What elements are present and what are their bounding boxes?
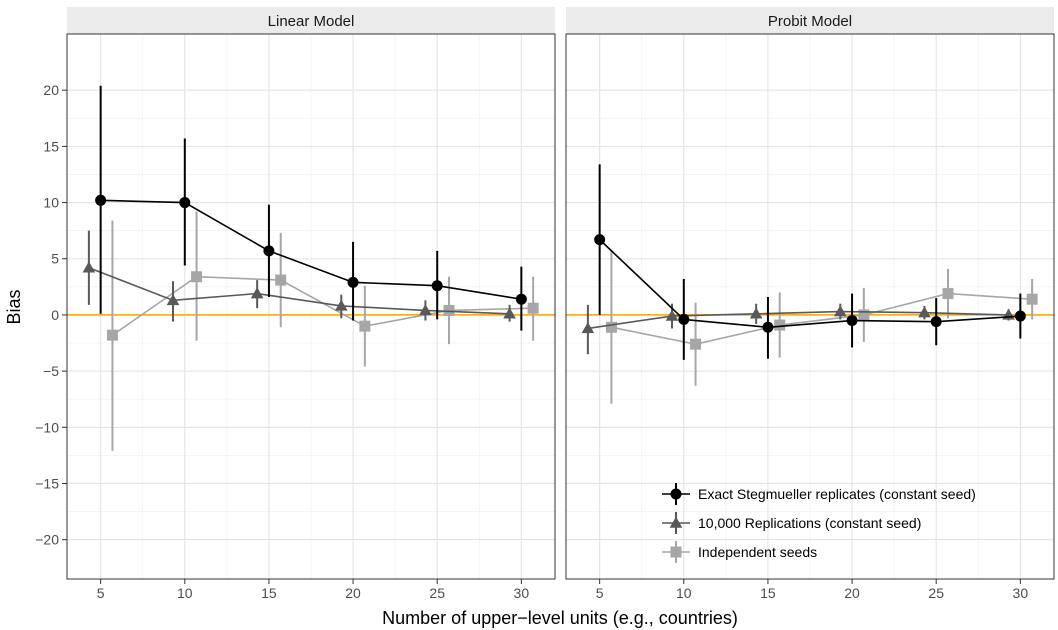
y-tick-label: −20 <box>35 532 59 548</box>
data-point <box>106 329 118 341</box>
data-point <box>179 197 191 209</box>
legend-key-marker <box>669 516 683 528</box>
data-point <box>665 309 679 321</box>
x-tick-label: 30 <box>1013 585 1029 601</box>
x-tick-label: 25 <box>429 585 445 601</box>
data-point <box>1026 293 1038 305</box>
series-independent-seeds <box>605 249 1038 404</box>
panel-linear-model: Linear Model 5 10 15 20 25 30 <box>66 7 556 601</box>
data-point <box>443 304 455 316</box>
series-exact-replicates <box>594 164 1026 360</box>
series-exact-replicates <box>95 85 527 331</box>
legend-label: Independent seeds <box>698 544 817 560</box>
data-point <box>858 309 870 321</box>
data-point <box>918 306 931 318</box>
y-tick-label: 5 <box>51 251 59 267</box>
series-line <box>587 310 1009 330</box>
series-line <box>611 292 1033 345</box>
data-point <box>334 299 348 311</box>
data-point <box>431 280 443 292</box>
legend-item: Independent seeds <box>662 541 817 563</box>
y-tick-label: 0 <box>51 307 59 323</box>
y-axis-ticks: 20 15 10 5 0 −5 −10 −15 −20 <box>35 82 67 548</box>
data-point <box>942 288 954 300</box>
data-point <box>1014 310 1026 322</box>
data-point <box>515 293 527 305</box>
y-tick-label: 15 <box>43 138 59 154</box>
series-independent-seeds <box>106 211 539 451</box>
x-axis-ticks: 5 10 15 20 25 30 <box>596 579 1029 601</box>
data-point <box>359 320 371 332</box>
data-point <box>347 276 359 288</box>
legend-item: Exact Stegmueller replicates (constant s… <box>662 483 976 505</box>
data-point <box>846 315 858 327</box>
grid-lines <box>67 34 555 579</box>
legend: Exact Stegmueller replicates (constant s… <box>662 483 976 563</box>
data-point <box>678 313 690 325</box>
data-point <box>166 293 180 306</box>
x-tick-label: 25 <box>928 585 944 601</box>
data-point <box>605 321 617 333</box>
x-axis-ticks: 5 10 15 20 25 30 <box>97 579 530 601</box>
y-tick-label: −15 <box>35 475 59 491</box>
data-point <box>82 261 96 273</box>
x-tick-label: 15 <box>760 585 776 601</box>
panel-border <box>565 33 1055 580</box>
y-tick-label: 20 <box>43 82 59 98</box>
x-tick-label: 20 <box>844 585 860 601</box>
data-point <box>581 322 595 334</box>
legend-key-marker <box>670 546 682 558</box>
y-tick-label: −5 <box>43 363 59 379</box>
data-point <box>930 316 942 328</box>
x-tick-label: 30 <box>514 585 530 601</box>
data-point <box>419 304 432 316</box>
x-tick-label: 5 <box>97 585 105 601</box>
y-tick-label: 10 <box>43 195 59 211</box>
data-point <box>503 307 516 319</box>
series-line <box>599 239 1021 329</box>
series-line <box>88 266 510 315</box>
legend-label: 10,000 Replications (constant seed) <box>698 515 921 531</box>
data-series <box>82 85 539 451</box>
strip-title: Linear Model <box>268 13 355 30</box>
panel-probit-model: Probit Model 5 10 15 20 25 30 <box>565 7 1055 601</box>
data-point <box>527 302 539 314</box>
data-point <box>762 321 774 333</box>
y-tick-label: −10 <box>35 419 59 435</box>
data-point <box>95 194 107 206</box>
strip-background <box>566 7 1054 34</box>
strip-title: Probit Model <box>768 13 852 30</box>
data-point <box>263 245 275 257</box>
data-point <box>594 234 606 246</box>
data-point <box>749 307 763 319</box>
data-point <box>833 305 847 317</box>
data-point <box>275 274 287 286</box>
series-constant-seed-10000 <box>82 230 516 322</box>
data-point <box>690 338 702 350</box>
x-tick-label: 10 <box>177 585 193 601</box>
x-axis-title: Number of upper−level units (e.g., count… <box>382 608 738 628</box>
x-tick-label: 5 <box>596 585 604 601</box>
y-axis-title: Bias <box>4 289 24 324</box>
data-point <box>191 271 203 283</box>
data-series <box>581 164 1038 404</box>
panel-border <box>66 33 556 580</box>
data-point <box>250 287 264 299</box>
legend-key-marker <box>670 488 682 500</box>
strip-background <box>67 7 555 34</box>
legend-item: 10,000 Replications (constant seed) <box>662 512 921 534</box>
data-point <box>774 319 786 331</box>
x-tick-label: 20 <box>345 585 361 601</box>
series-line <box>100 199 522 300</box>
legend-label: Exact Stegmueller replicates (constant s… <box>698 486 976 502</box>
x-tick-label: 15 <box>261 585 277 601</box>
x-tick-label: 10 <box>676 585 692 601</box>
